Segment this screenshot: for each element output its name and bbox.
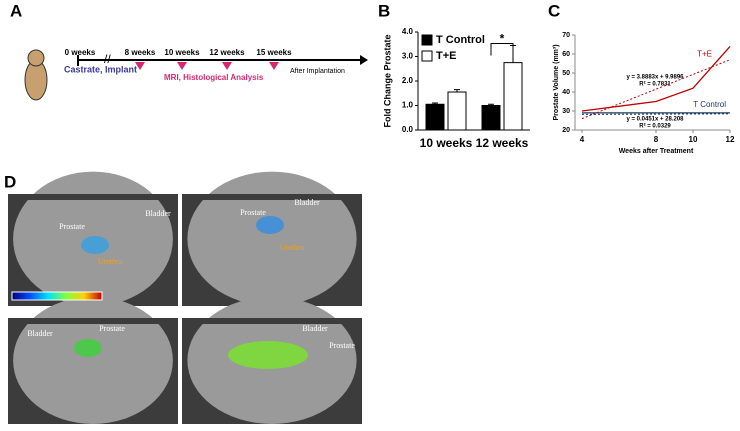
anatomy-label: Prostate	[240, 208, 266, 217]
arrow-head	[360, 55, 368, 65]
error-bar	[510, 44, 516, 63]
bar	[503, 62, 523, 131]
signal	[81, 236, 109, 254]
anatomy-label: Urethra	[98, 257, 123, 266]
legend-swatch	[421, 50, 433, 62]
y-tick-label: 60	[562, 51, 570, 58]
timeline: // 0 weeks 8 weeks 10 weeks 12 weeks 15 …	[24, 48, 368, 101]
trend-equation: y = 0.0451x + 28.208	[626, 117, 684, 123]
signal	[228, 341, 308, 369]
x-tick-label: 8	[654, 135, 659, 144]
week-label: 0 weeks	[65, 48, 96, 57]
y-axis-label: Prostate Volume (mm³)	[553, 44, 560, 120]
week-label: 10 weeks	[164, 48, 200, 57]
x-axis-label: Weeks after Treatment	[619, 148, 694, 155]
week-label: 15 weeks	[256, 48, 292, 57]
color-scale	[11, 291, 103, 301]
y-tick-label: 1.0	[402, 101, 414, 110]
trend-r2: R² = 0.0329	[639, 123, 671, 130]
bar	[481, 105, 501, 131]
end-label: After Implantation	[290, 68, 345, 75]
image-panels: 4 weeks T+EBladderProstateUrethra8 weeks…	[8, 171, 362, 424]
error-bar	[454, 89, 460, 93]
tissue-edge	[182, 318, 362, 324]
significance-bracket	[490, 42, 514, 56]
x-tick-label: 4	[580, 135, 585, 144]
panel-letter: C	[548, 1, 560, 20]
legend-swatch	[421, 34, 433, 46]
legend-label: T+E	[436, 50, 456, 62]
y-tick-label: 20	[562, 127, 570, 134]
week-label: 12 weeks	[209, 48, 245, 57]
trendline	[581, 59, 731, 120]
mouse-head	[27, 49, 45, 67]
error-bar	[488, 103, 494, 106]
tissue-edge	[8, 318, 178, 324]
bar	[425, 103, 445, 131]
series-line	[581, 45, 731, 112]
markers	[135, 62, 279, 70]
y-axis-label: Fold Change Prostate	[382, 34, 392, 127]
bar	[447, 91, 467, 131]
y-tick-label: 2.0	[402, 76, 414, 85]
x-tick-label: 12 weeks	[476, 136, 529, 150]
anatomy-label: Prostate	[59, 222, 85, 231]
anatomy-label: Bladder	[145, 209, 171, 218]
anatomy-label: Bladder	[294, 198, 320, 207]
anatomy-label: Bladder	[27, 329, 53, 338]
y-tick-label: 0.0	[402, 125, 414, 134]
series-label: T+E	[697, 50, 712, 59]
signal	[74, 339, 102, 357]
axis-break: //	[104, 52, 111, 66]
trend-equation: y = 3.8883x + 9.9896	[626, 75, 684, 81]
legend-label: T Control	[436, 34, 485, 46]
week-label: 8 weeks	[125, 48, 156, 57]
x-tick-label: 10 weeks	[420, 136, 473, 150]
trendline	[581, 113, 731, 115]
x-tick-label: 12	[726, 135, 735, 144]
tissue-edge	[182, 194, 362, 200]
tissue-edge	[8, 194, 178, 200]
y-tick-label: 40	[562, 89, 570, 96]
series-label: T Control	[693, 100, 726, 109]
trend-r2: R² = 0.7831	[639, 81, 671, 88]
anatomy-label: Bladder	[302, 324, 328, 333]
y-tick-label: 30	[562, 108, 570, 115]
y-tick-label: 4.0	[402, 27, 414, 36]
panel-letter: A	[10, 1, 22, 20]
anatomy-label: Prostate	[329, 341, 355, 350]
tissue	[187, 171, 357, 306]
analysis-label: MRI, Histological Analysis	[164, 73, 264, 82]
event-label: Castrate, Implant	[64, 64, 137, 74]
tissue	[13, 296, 173, 424]
y-tick-label: 70	[562, 32, 570, 39]
panel-letter: D	[4, 172, 16, 191]
x-tick-label: 10	[689, 135, 698, 144]
anatomy-label: Urethra	[280, 243, 305, 252]
y-tick-label: 3.0	[402, 52, 414, 61]
signal	[256, 216, 284, 234]
panel-letter: B	[378, 1, 390, 20]
error-bar	[432, 102, 438, 105]
y-tick-label: 50	[562, 70, 570, 77]
significance-label: *	[500, 32, 505, 46]
anatomy-label: Prostate	[99, 324, 125, 333]
